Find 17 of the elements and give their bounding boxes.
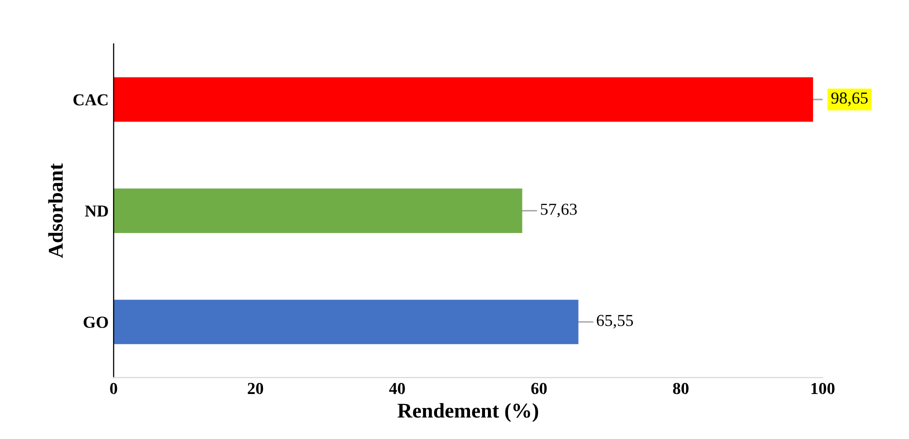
y-tick-label: GO	[84, 316, 108, 328]
bar	[114, 77, 814, 122]
x-tick-label: 0	[110, 382, 118, 394]
data-label: 65,55	[596, 314, 633, 329]
y-axis-title: Adsorbant	[48, 163, 63, 258]
x-tick-label: 100	[811, 382, 835, 394]
y-tick-label: CAC	[73, 94, 108, 106]
data-label: 98,65	[831, 92, 868, 106]
x-tick-label: 40	[389, 382, 405, 394]
y-tick-label: ND	[85, 206, 108, 217]
data-label: 57,63	[540, 204, 577, 218]
x-axis-title: Rendement (%)	[398, 403, 538, 422]
x-tick-label: 20	[248, 382, 264, 394]
x-tick-label: 60	[531, 382, 547, 394]
bar	[114, 300, 578, 344]
bar	[114, 188, 522, 233]
x-tick-label: 80	[673, 382, 689, 394]
